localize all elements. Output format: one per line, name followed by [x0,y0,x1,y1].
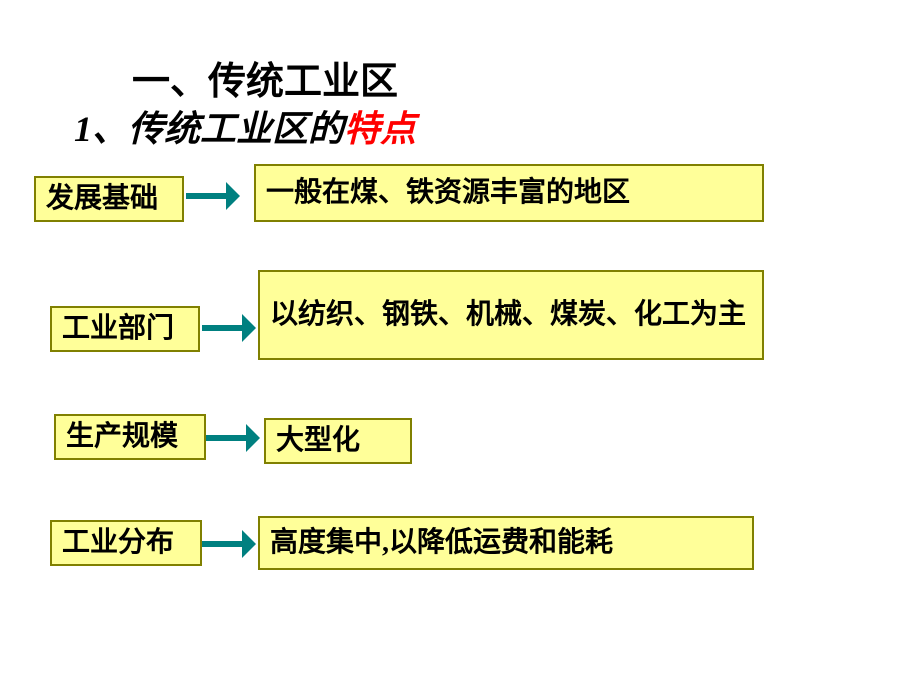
row3-left-box: 生产规模 [54,414,206,460]
row1-left-box: 发展基础 [34,176,184,222]
heading-main: 一、传统工业区 [132,50,398,105]
row4-left-box: 工业分布 [50,520,202,566]
row3-right-box: 大型化 [264,418,412,464]
heading-sub: 1、传统工业区的特点 [74,100,416,152]
heading-sub-prefix: 1、 [74,109,128,149]
row2-arrow-icon [202,314,256,342]
row3-arrow-icon [206,424,260,452]
row2-left-box: 工业部门 [50,306,200,352]
heading-sub-accent: 特点 [344,109,416,149]
row1-right-box: 一般在煤、铁资源丰富的地区 [254,164,764,222]
row4-right-box: 高度集中,以降低运费和能耗 [258,516,754,570]
row1-arrow-icon [186,182,240,210]
slide: 一、传统工业区 1、传统工业区的特点 发展基础 一般在煤、铁资源丰富的地区 工业… [0,0,920,690]
heading-sub-mid: 传统工业区的 [128,109,344,149]
row4-arrow-icon [202,530,256,558]
row2-right-box: 以纺织、钢铁、机械、煤炭、化工为主 [258,270,764,360]
